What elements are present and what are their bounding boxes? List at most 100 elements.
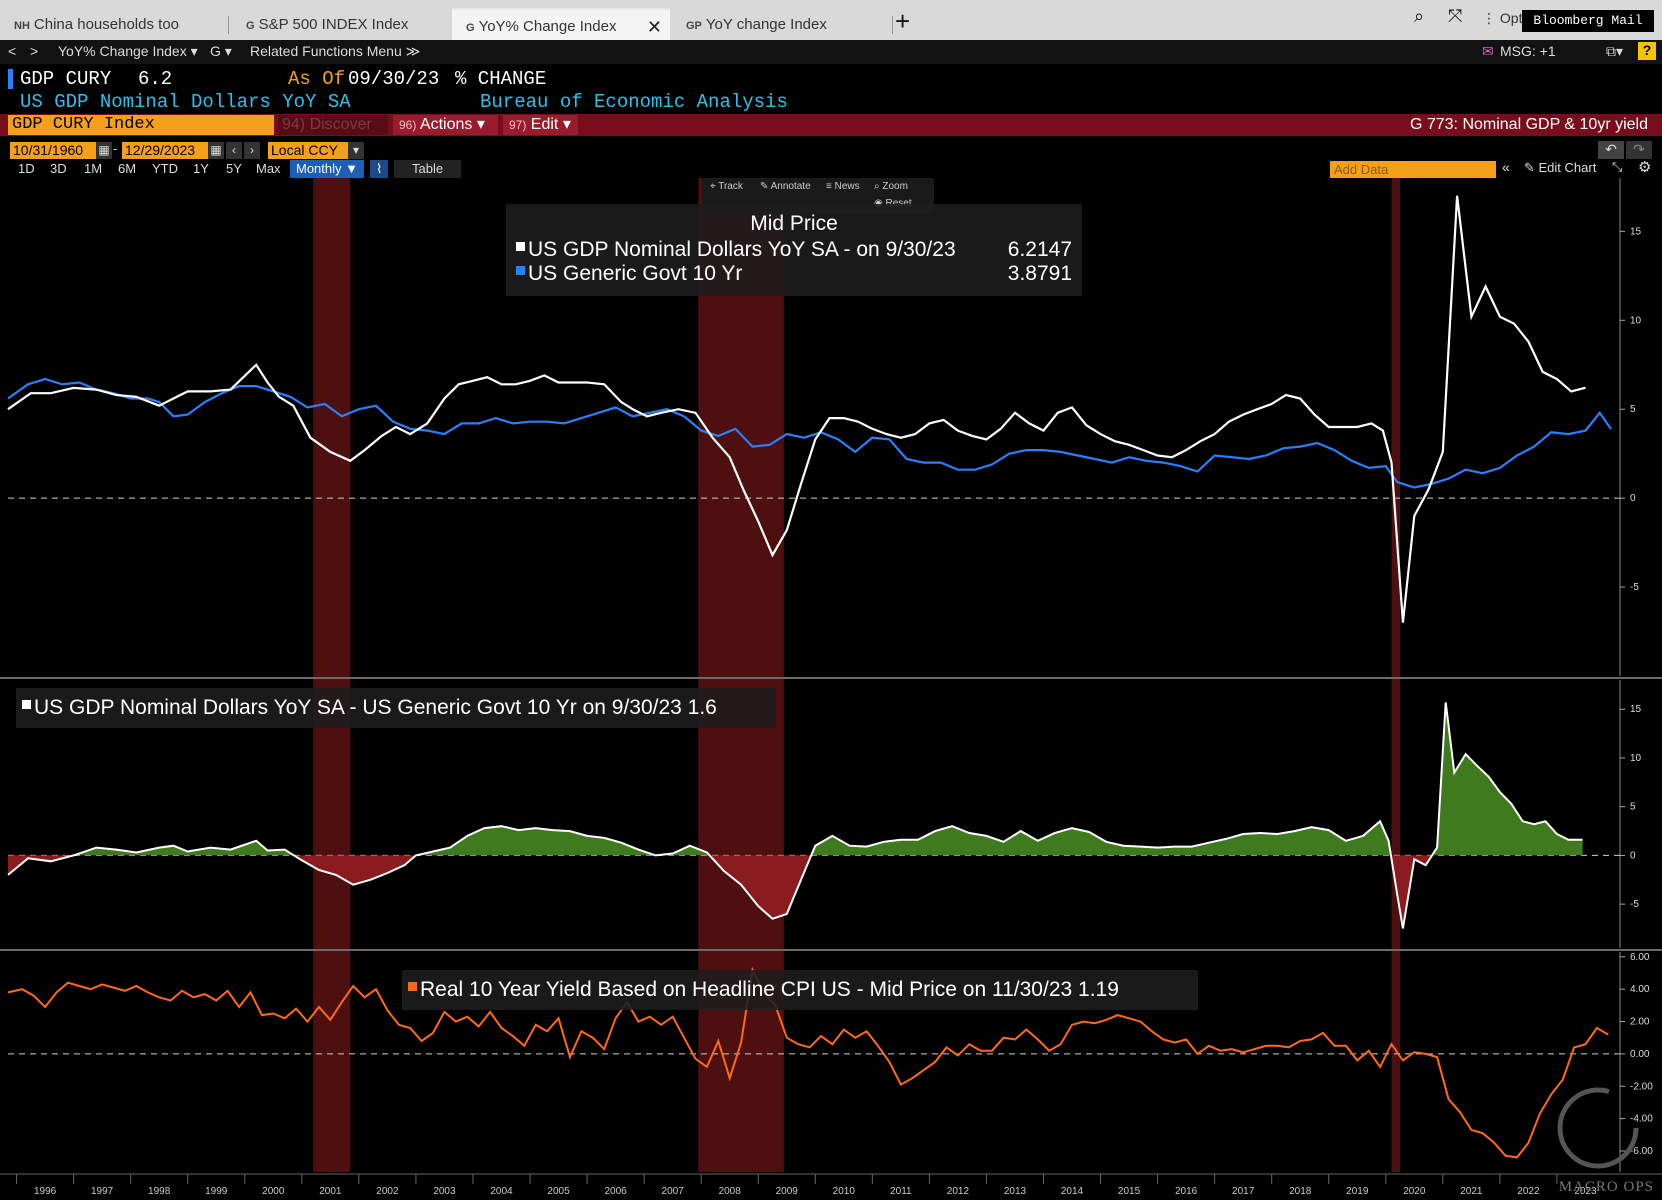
end-date-field[interactable]: 12/29/2023: [122, 142, 208, 159]
undo-button[interactable]: ↶: [1598, 141, 1624, 159]
panel-real-yield: 6.00 4.00 2.00 0.00 -2.00 -4.00 -6.00: [7, 952, 1653, 1159]
x-tick-label: 2001: [319, 1186, 342, 1197]
resize-icon[interactable]: ⤡: [1612, 159, 1623, 174]
forward-button[interactable]: >: [30, 43, 39, 59]
yield-swatch: [516, 265, 525, 275]
y-tick-label: 5: [1630, 802, 1636, 813]
panel-gdp-vs-yield: 15 10 5 0 -5: [7, 195, 1642, 623]
as-of-label: As Of: [288, 68, 346, 90]
range-ytd[interactable]: YTD: [152, 161, 178, 176]
x-tick-label: 2010: [833, 1186, 856, 1197]
range-1y[interactable]: 1Y: [193, 161, 209, 176]
pencil-icon: ✎: [1524, 160, 1539, 175]
gear-icon[interactable]: ⚙: [1638, 159, 1652, 176]
table-button[interactable]: Table: [394, 160, 462, 178]
search-icon[interactable]: ⌕: [1414, 6, 1425, 26]
add-data-input[interactable]: Add Data: [1330, 161, 1496, 178]
x-tick-label: 2021: [1460, 1186, 1483, 1197]
x-tick-label: 2019: [1346, 1186, 1369, 1197]
track-tool[interactable]: ⌖ Track: [710, 181, 743, 192]
x-tick-label: 2005: [547, 1186, 570, 1197]
back-button[interactable]: <: [8, 43, 17, 59]
related-functions-menu[interactable]: Related Functions Menu ≫: [250, 43, 421, 59]
series-spread: [7, 702, 1583, 929]
discover-menu[interactable]: 94) Discover: [278, 115, 388, 135]
tab-yoy-change[interactable]: GP YoY change Index: [686, 16, 827, 33]
y-tick-label: -6.00: [1630, 1146, 1653, 1157]
expand-icon[interactable]: ⤧: [1448, 6, 1463, 26]
recession-band: [698, 178, 784, 1172]
function-title-dropdown[interactable]: YoY% Change Index ▾: [58, 43, 198, 59]
tab-separator: [892, 16, 893, 34]
legend-title: Mid Price: [750, 212, 838, 235]
x-tick-label: 2023: [1574, 1186, 1597, 1197]
x-tick-label: 2014: [1061, 1186, 1084, 1197]
chart-type-icon[interactable]: ⌇: [370, 160, 389, 178]
prev-period-button[interactable]: ‹: [226, 142, 242, 159]
tab-yoy-change-index[interactable]: G YoY% Change Index ✕: [452, 8, 670, 40]
series-nominal-gdp: [7, 195, 1586, 623]
range-3d[interactable]: 3D: [50, 161, 67, 176]
new-tab-button[interactable]: +: [895, 6, 911, 36]
x-axis: 1996 1997 1998 1999 2000 2001 2002 2003 2004 2005…: [0, 1173, 1662, 1197]
currency-dropdown[interactable]: Local CCY: [268, 142, 348, 159]
range-5y[interactable]: 5Y: [226, 161, 242, 176]
redo-button[interactable]: ↷: [1626, 141, 1652, 159]
y-tick-label: -2.00: [1630, 1081, 1653, 1092]
close-icon[interactable]: ✕: [646, 17, 662, 37]
message-count[interactable]: MSG: +1: [1500, 43, 1556, 59]
actions-menu[interactable]: 96) Actions ▾: [393, 115, 498, 135]
start-date-field[interactable]: 10/31/1960: [10, 142, 96, 159]
y-tick-label: 5: [1630, 404, 1636, 415]
legend-gdp: US GDP Nominal Dollars YoY SA - on 9/30/…: [516, 238, 956, 262]
next-period-button[interactable]: ›: [244, 142, 260, 159]
bloomberg-mail-button[interactable]: Bloomberg Mail: [1522, 10, 1654, 32]
ticker: GDP CURY: [20, 68, 112, 90]
range-1d[interactable]: 1D: [18, 161, 35, 176]
tab-sp500[interactable]: G S&P 500 INDEX Index: [246, 16, 409, 33]
y-tick-label: 10: [1630, 315, 1642, 326]
calendar-icon[interactable]: ▦: [96, 142, 112, 159]
spread-area-negative: [8, 855, 1433, 929]
collapse-icon[interactable]: «: [1502, 159, 1510, 175]
edit-chart-button[interactable]: ✎ Edit Chart: [1524, 160, 1597, 175]
x-tick-label: 2004: [490, 1186, 513, 1197]
reset-button[interactable]: ◉ Reset: [874, 198, 912, 209]
news-tool[interactable]: ≡ News: [826, 181, 860, 192]
series-10yr-yield: [7, 377, 1613, 489]
annotate-tool[interactable]: ✎ Annotate: [760, 181, 811, 192]
x-tick-label: 2006: [604, 1186, 627, 1197]
message-icon[interactable]: ✉: [1482, 43, 1494, 59]
recession-band: [1391, 178, 1401, 1172]
range-1m[interactable]: 1M: [84, 161, 103, 176]
calendar-icon[interactable]: ▦: [208, 142, 224, 159]
as-of-date: 09/30/23: [348, 68, 440, 90]
legend-middle: US GDP Nominal Dollars YoY SA - US Gener…: [16, 688, 776, 728]
y-tick-label: 4.00: [1630, 984, 1650, 995]
period-dropdown[interactable]: Monthly ▼: [290, 160, 364, 178]
range-6m[interactable]: 6M: [118, 161, 137, 176]
data-source: Bureau of Economic Analysis: [480, 91, 788, 113]
x-tick-label: 2007: [662, 1186, 685, 1197]
logo-circle: [1557, 1087, 1639, 1169]
panel-spread: 15 10 5 0 -5: [7, 702, 1642, 929]
g-dropdown[interactable]: G ▾: [210, 43, 232, 59]
gdp-swatch: [516, 241, 525, 251]
range-selector: 1D 3D 1M 6M YTD 1Y 5Y Max Monthly ▼ ⌇ Ta…: [0, 160, 462, 178]
date-separator: -: [113, 141, 118, 156]
help-button[interactable]: ?: [1638, 42, 1656, 60]
real-yield-swatch: [408, 981, 417, 991]
zoom-tool[interactable]: ⌕ Zoom: [874, 181, 908, 192]
options-label[interactable]: ⋮ Opt: [1482, 10, 1523, 26]
x-tick-label: 1999: [205, 1186, 228, 1197]
chevron-down-icon[interactable]: ▾: [348, 142, 364, 159]
recession-band: [313, 178, 351, 1172]
range-max[interactable]: Max: [256, 161, 281, 176]
edit-menu[interactable]: 97) Edit ▾: [503, 115, 578, 135]
last-value: 6.2: [138, 68, 173, 90]
window-icon[interactable]: ⧉▾: [1606, 43, 1624, 59]
security-input[interactable]: GDP CURY Index: [8, 115, 274, 135]
x-tick-label: 2018: [1289, 1186, 1312, 1197]
legend-spread-text: US GDP Nominal Dollars YoY SA - US Gener…: [34, 696, 717, 719]
